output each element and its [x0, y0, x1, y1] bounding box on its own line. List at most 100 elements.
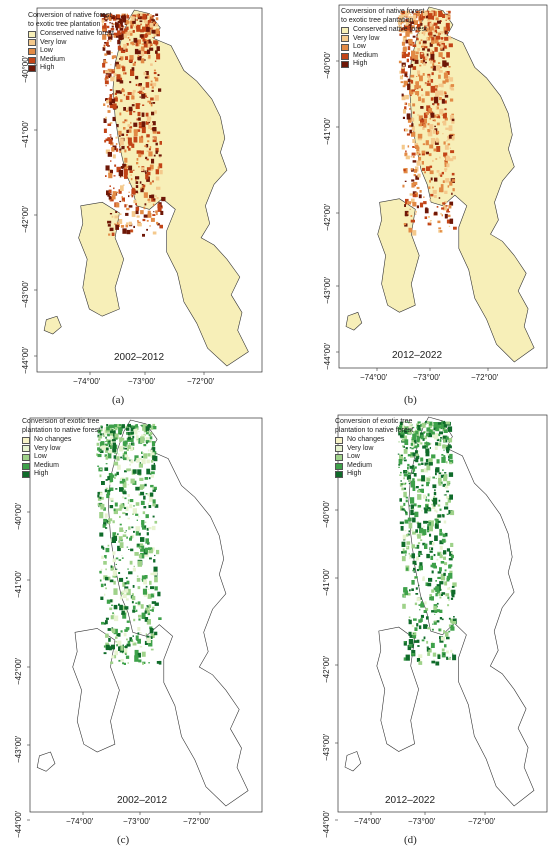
- change-patch: [438, 592, 441, 596]
- change-patch: [132, 187, 135, 191]
- change-patch: [135, 176, 140, 180]
- change-patch: [402, 64, 405, 67]
- change-patch: [131, 143, 135, 148]
- change-patch: [148, 477, 151, 480]
- change-patch: [128, 165, 133, 171]
- change-patch: [447, 587, 451, 590]
- change-patch: [118, 646, 122, 651]
- change-patch: [140, 86, 144, 91]
- change-patch: [154, 23, 159, 27]
- change-patch: [151, 630, 153, 632]
- change-patch: [421, 118, 424, 121]
- change-patch: [126, 437, 131, 442]
- change-patch: [439, 230, 442, 233]
- change-patch: [405, 654, 410, 661]
- change-patch: [112, 575, 115, 578]
- change-patch: [408, 25, 413, 30]
- change-patch: [412, 193, 417, 198]
- change-patch: [105, 644, 110, 651]
- change-patch: [100, 429, 103, 432]
- legend-label: Low: [34, 453, 47, 461]
- change-patch: [107, 628, 111, 631]
- change-patch: [147, 593, 152, 599]
- change-patch: [418, 41, 421, 45]
- change-patch: [107, 488, 109, 490]
- change-patch: [138, 39, 141, 45]
- change-patch: [439, 581, 444, 585]
- change-patch: [426, 37, 429, 40]
- change-patch: [105, 75, 108, 79]
- change-patch: [141, 434, 145, 439]
- change-patch: [128, 191, 130, 193]
- change-patch: [435, 510, 438, 513]
- change-patch: [438, 62, 441, 64]
- change-patch: [422, 542, 426, 546]
- change-patch: [136, 519, 138, 521]
- change-patch: [152, 214, 156, 216]
- change-patch: [103, 45, 106, 48]
- change-patch: [120, 99, 123, 103]
- change-patch: [112, 154, 116, 159]
- change-patch: [133, 102, 135, 104]
- change-patch: [398, 25, 402, 28]
- change-patch: [406, 533, 409, 537]
- change-patch: [428, 476, 431, 479]
- change-patch: [445, 156, 451, 161]
- change-patch: [407, 117, 412, 123]
- change-patch: [429, 29, 432, 33]
- change-patch: [133, 225, 135, 228]
- map-legend: Conversion of exotic tree plantation to n…: [335, 418, 413, 479]
- change-patch: [416, 426, 418, 429]
- change-patch: [428, 130, 433, 137]
- change-patch: [159, 156, 161, 158]
- change-patch: [415, 529, 418, 533]
- change-patch: [105, 165, 110, 171]
- change-patch: [426, 464, 431, 471]
- change-patch: [130, 431, 134, 435]
- change-patch: [129, 637, 133, 642]
- change-patch: [429, 42, 433, 47]
- change-patch: [114, 502, 118, 507]
- change-patch: [407, 145, 410, 148]
- change-patch: [108, 233, 111, 236]
- change-patch: [160, 205, 163, 209]
- change-patch: [146, 527, 149, 531]
- change-patch: [411, 50, 416, 57]
- change-patch: [104, 70, 110, 74]
- change-patch: [111, 25, 114, 28]
- change-patch: [120, 456, 122, 459]
- change-patch: [420, 57, 423, 59]
- change-patch: [420, 60, 424, 63]
- change-patch: [437, 609, 440, 613]
- change-patch: [412, 632, 417, 636]
- region-map: [27, 417, 263, 821]
- change-patch: [113, 175, 116, 177]
- change-patch: [413, 503, 417, 507]
- change-patch: [145, 172, 147, 175]
- change-patch: [122, 612, 127, 619]
- change-patch: [438, 83, 441, 87]
- change-patch: [137, 57, 142, 61]
- change-patch: [435, 472, 437, 476]
- change-patch: [105, 479, 108, 481]
- change-patch: [404, 102, 406, 105]
- legend-label: Very low: [40, 38, 67, 46]
- change-patch: [445, 19, 447, 21]
- change-patch: [423, 112, 428, 119]
- change-patch: [161, 196, 166, 202]
- change-patch: [429, 540, 433, 545]
- change-patch: [432, 129, 436, 134]
- change-patch: [130, 25, 133, 29]
- change-patch: [137, 111, 141, 117]
- change-patch: [429, 221, 431, 224]
- change-patch: [154, 41, 159, 45]
- change-patch: [140, 13, 144, 17]
- change-patch: [140, 187, 144, 193]
- change-patch: [109, 497, 114, 501]
- change-patch: [429, 37, 431, 39]
- change-patch: [152, 515, 155, 518]
- legend-label: Medium: [34, 461, 59, 469]
- change-patch: [131, 593, 134, 596]
- change-patch: [122, 534, 127, 537]
- change-patch: [108, 450, 113, 454]
